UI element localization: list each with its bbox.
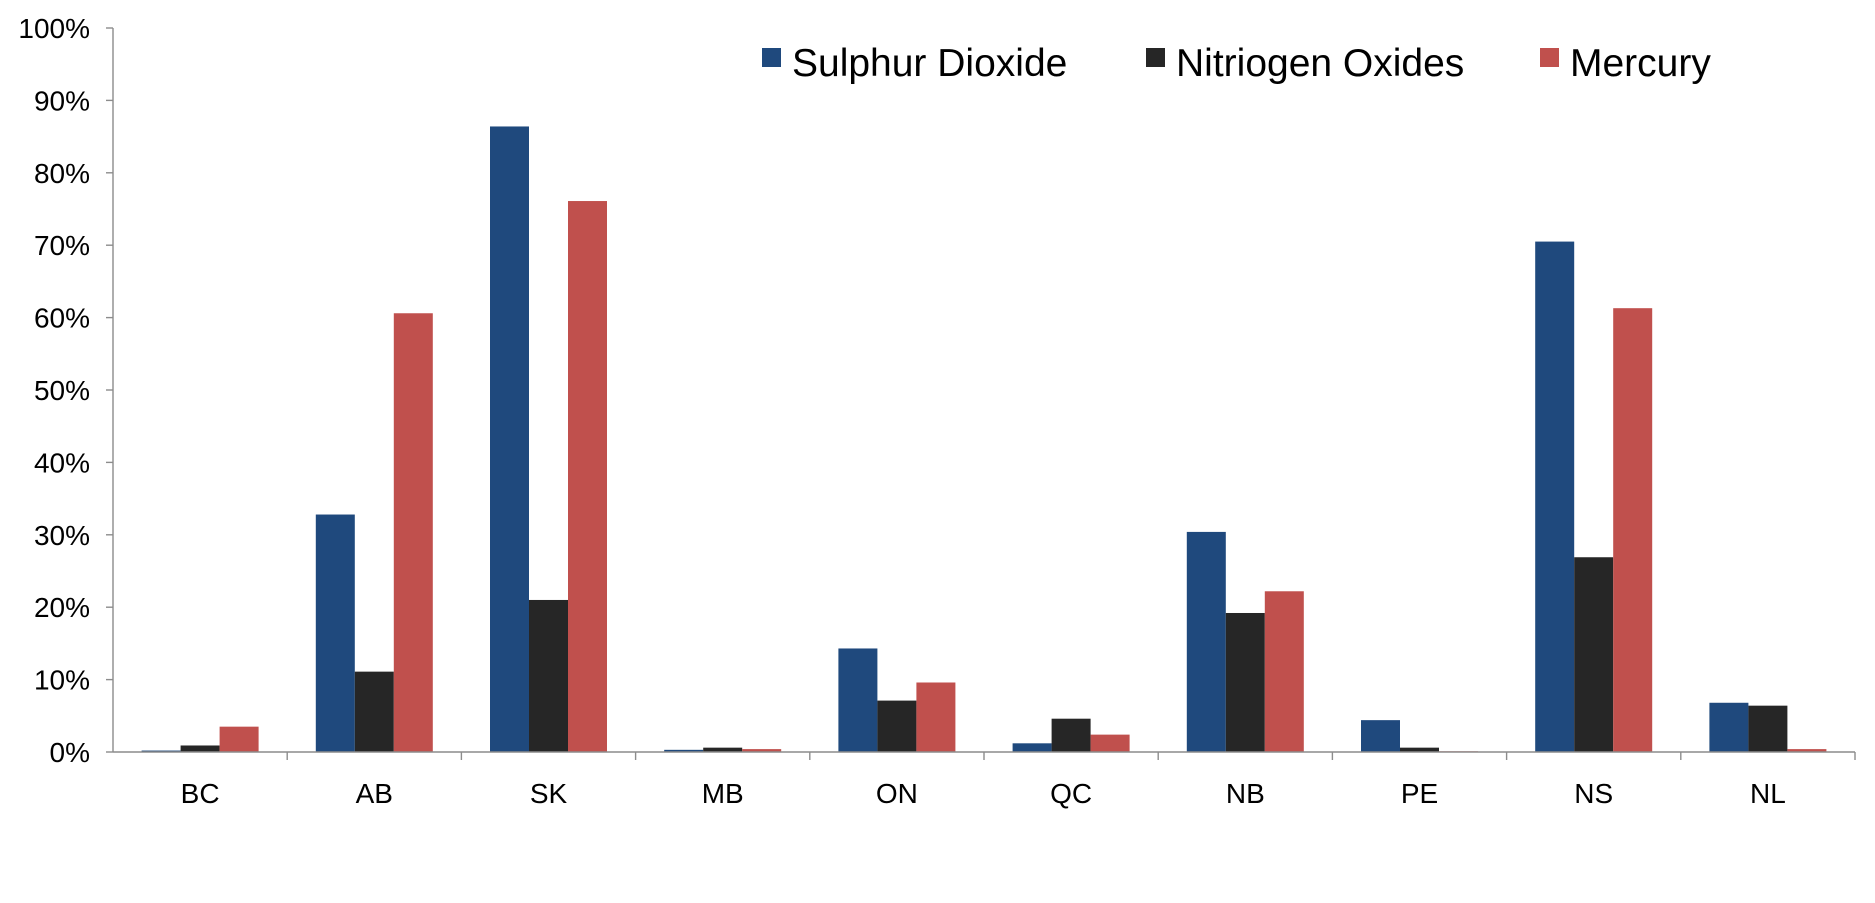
bar-nb-1 <box>1225 612 1265 752</box>
y-tick-label: 70% <box>34 230 90 261</box>
y-tick-label: 50% <box>34 375 90 406</box>
x-tick-label: BC <box>181 778 220 809</box>
bar-nl-2 <box>1787 749 1827 752</box>
bar-pe-1 <box>1400 747 1439 752</box>
legend-label: Sulphur Dioxide <box>792 42 1067 85</box>
bar-qc-1 <box>1051 718 1091 752</box>
legend-swatch <box>1146 48 1165 67</box>
bar-nb-2 <box>1264 591 1304 752</box>
y-tick-label: 10% <box>34 665 90 696</box>
y-tick-label: 30% <box>34 520 90 551</box>
bar-bc-1 <box>180 745 220 752</box>
bar-pe-0 <box>1361 720 1400 752</box>
bar-ns-1 <box>1574 557 1614 752</box>
bar-ab-0 <box>315 514 355 752</box>
bar-nl-0 <box>1709 702 1749 752</box>
bar-bc-0 <box>141 750 181 752</box>
legend-swatch <box>1540 48 1559 67</box>
y-tick-label: 100% <box>18 13 90 44</box>
x-tick-label: PE <box>1401 778 1438 809</box>
bar-mb-2 <box>742 749 782 752</box>
bar-mb-0 <box>664 749 704 752</box>
axes <box>106 27 1856 760</box>
x-tick-label: NL <box>1750 778 1786 809</box>
bar-ab-1 <box>354 671 394 752</box>
bars <box>141 126 1827 753</box>
bar-ns-0 <box>1535 241 1575 752</box>
bar-ns-2 <box>1613 308 1653 752</box>
bar-qc-2 <box>1090 734 1130 752</box>
axis-labels: 0% 10% 20% 30% 40% 50% 60% 70% 80% 90% 100% BC AB SK M… <box>18 13 1785 809</box>
bar-nb-0 <box>1186 531 1226 752</box>
y-tick-label: 90% <box>34 85 90 116</box>
bar-sk-2 <box>568 201 607 752</box>
x-tick-label: AB <box>356 778 393 809</box>
x-tick-label: ON <box>876 778 918 809</box>
bar-on-2 <box>916 682 956 752</box>
x-tick-label: QC <box>1050 778 1092 809</box>
y-tick-label: 40% <box>34 447 90 478</box>
y-tick-label: 80% <box>34 158 90 189</box>
y-tick-label: 0% <box>50 737 90 768</box>
bar-on-0 <box>838 648 878 752</box>
x-tick-label: NS <box>1574 778 1613 809</box>
y-tick-label: 20% <box>34 592 90 623</box>
bar-sk-0 <box>490 126 529 753</box>
bar-ab-2 <box>393 313 433 752</box>
legend: Sulphur Dioxide Nitriogen Oxides Mercury <box>762 42 1711 85</box>
bar-sk-1 <box>529 599 568 752</box>
bar-qc-0 <box>1012 743 1052 752</box>
bar-mb-1 <box>703 747 743 752</box>
legend-label: Nitriogen Oxides <box>1176 42 1464 85</box>
y-tick-label: 60% <box>34 303 90 334</box>
legend-swatch <box>762 48 781 67</box>
bar-bc-2 <box>219 726 259 752</box>
bar-nl-1 <box>1748 705 1788 752</box>
legend-label: Mercury <box>1570 42 1711 85</box>
bar-on-1 <box>877 700 917 752</box>
x-tick-label: SK <box>530 778 568 809</box>
x-tick-label: NB <box>1226 778 1265 809</box>
x-tick-label: MB <box>702 778 744 809</box>
